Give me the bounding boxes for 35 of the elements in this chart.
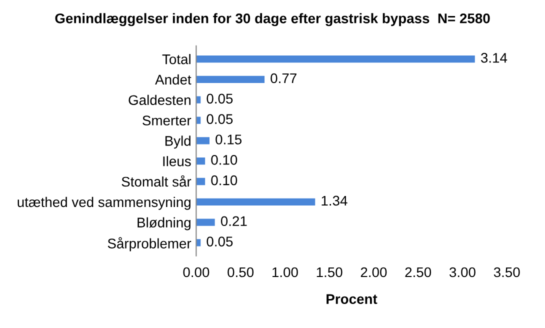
y-tick-label: Total bbox=[162, 54, 190, 64]
data-label: 0.05 bbox=[206, 114, 233, 124]
x-tick-label: 0.50 bbox=[228, 267, 254, 278]
bar bbox=[196, 137, 210, 144]
data-label: 0.15 bbox=[216, 134, 242, 144]
y-tick-label: Byld bbox=[165, 136, 190, 149]
x-tick-label: 3.00 bbox=[449, 267, 476, 278]
x-axis-title: Procent bbox=[326, 294, 378, 304]
data-label: 0.10 bbox=[211, 175, 238, 186]
x-tick-label: 0.00 bbox=[183, 267, 210, 278]
data-label: 0.10 bbox=[211, 154, 238, 165]
x-tick-label: 2.00 bbox=[360, 267, 387, 278]
data-label: 1.34 bbox=[322, 196, 348, 206]
x-tick-label: 1.00 bbox=[272, 267, 298, 278]
x-tick-label: 2.50 bbox=[405, 267, 432, 278]
bar bbox=[196, 218, 215, 226]
data-label: 0.21 bbox=[220, 216, 247, 226]
y-tick-label: Sårproblemer bbox=[108, 237, 192, 252]
y-tick-label: Smerter bbox=[142, 116, 192, 126]
data-label: 3.14 bbox=[480, 52, 508, 63]
y-tick-label: Blødning bbox=[138, 217, 190, 230]
data-label: 0.77 bbox=[270, 73, 296, 84]
y-tick-label: Andet bbox=[155, 74, 192, 85]
data-label: 0.05 bbox=[206, 94, 233, 104]
y-tick-label: Ileus bbox=[163, 156, 191, 166]
data-label: 0.05 bbox=[206, 236, 233, 246]
chart-title: Genindlæggelser inden for 30 dage efter gastrisk bypass N= 2580 bbox=[55, 13, 490, 26]
bar bbox=[196, 76, 265, 84]
y-tick-label: Galdesten bbox=[128, 94, 190, 106]
y-tick-label: utæthed ved sammensyning bbox=[18, 196, 190, 210]
x-tick-label: 3.50 bbox=[494, 267, 520, 278]
y-tick-label: Stomalt sår bbox=[122, 175, 192, 187]
bar bbox=[196, 55, 475, 63]
bar bbox=[196, 198, 316, 206]
x-tick-label: 1.50 bbox=[316, 267, 342, 278]
